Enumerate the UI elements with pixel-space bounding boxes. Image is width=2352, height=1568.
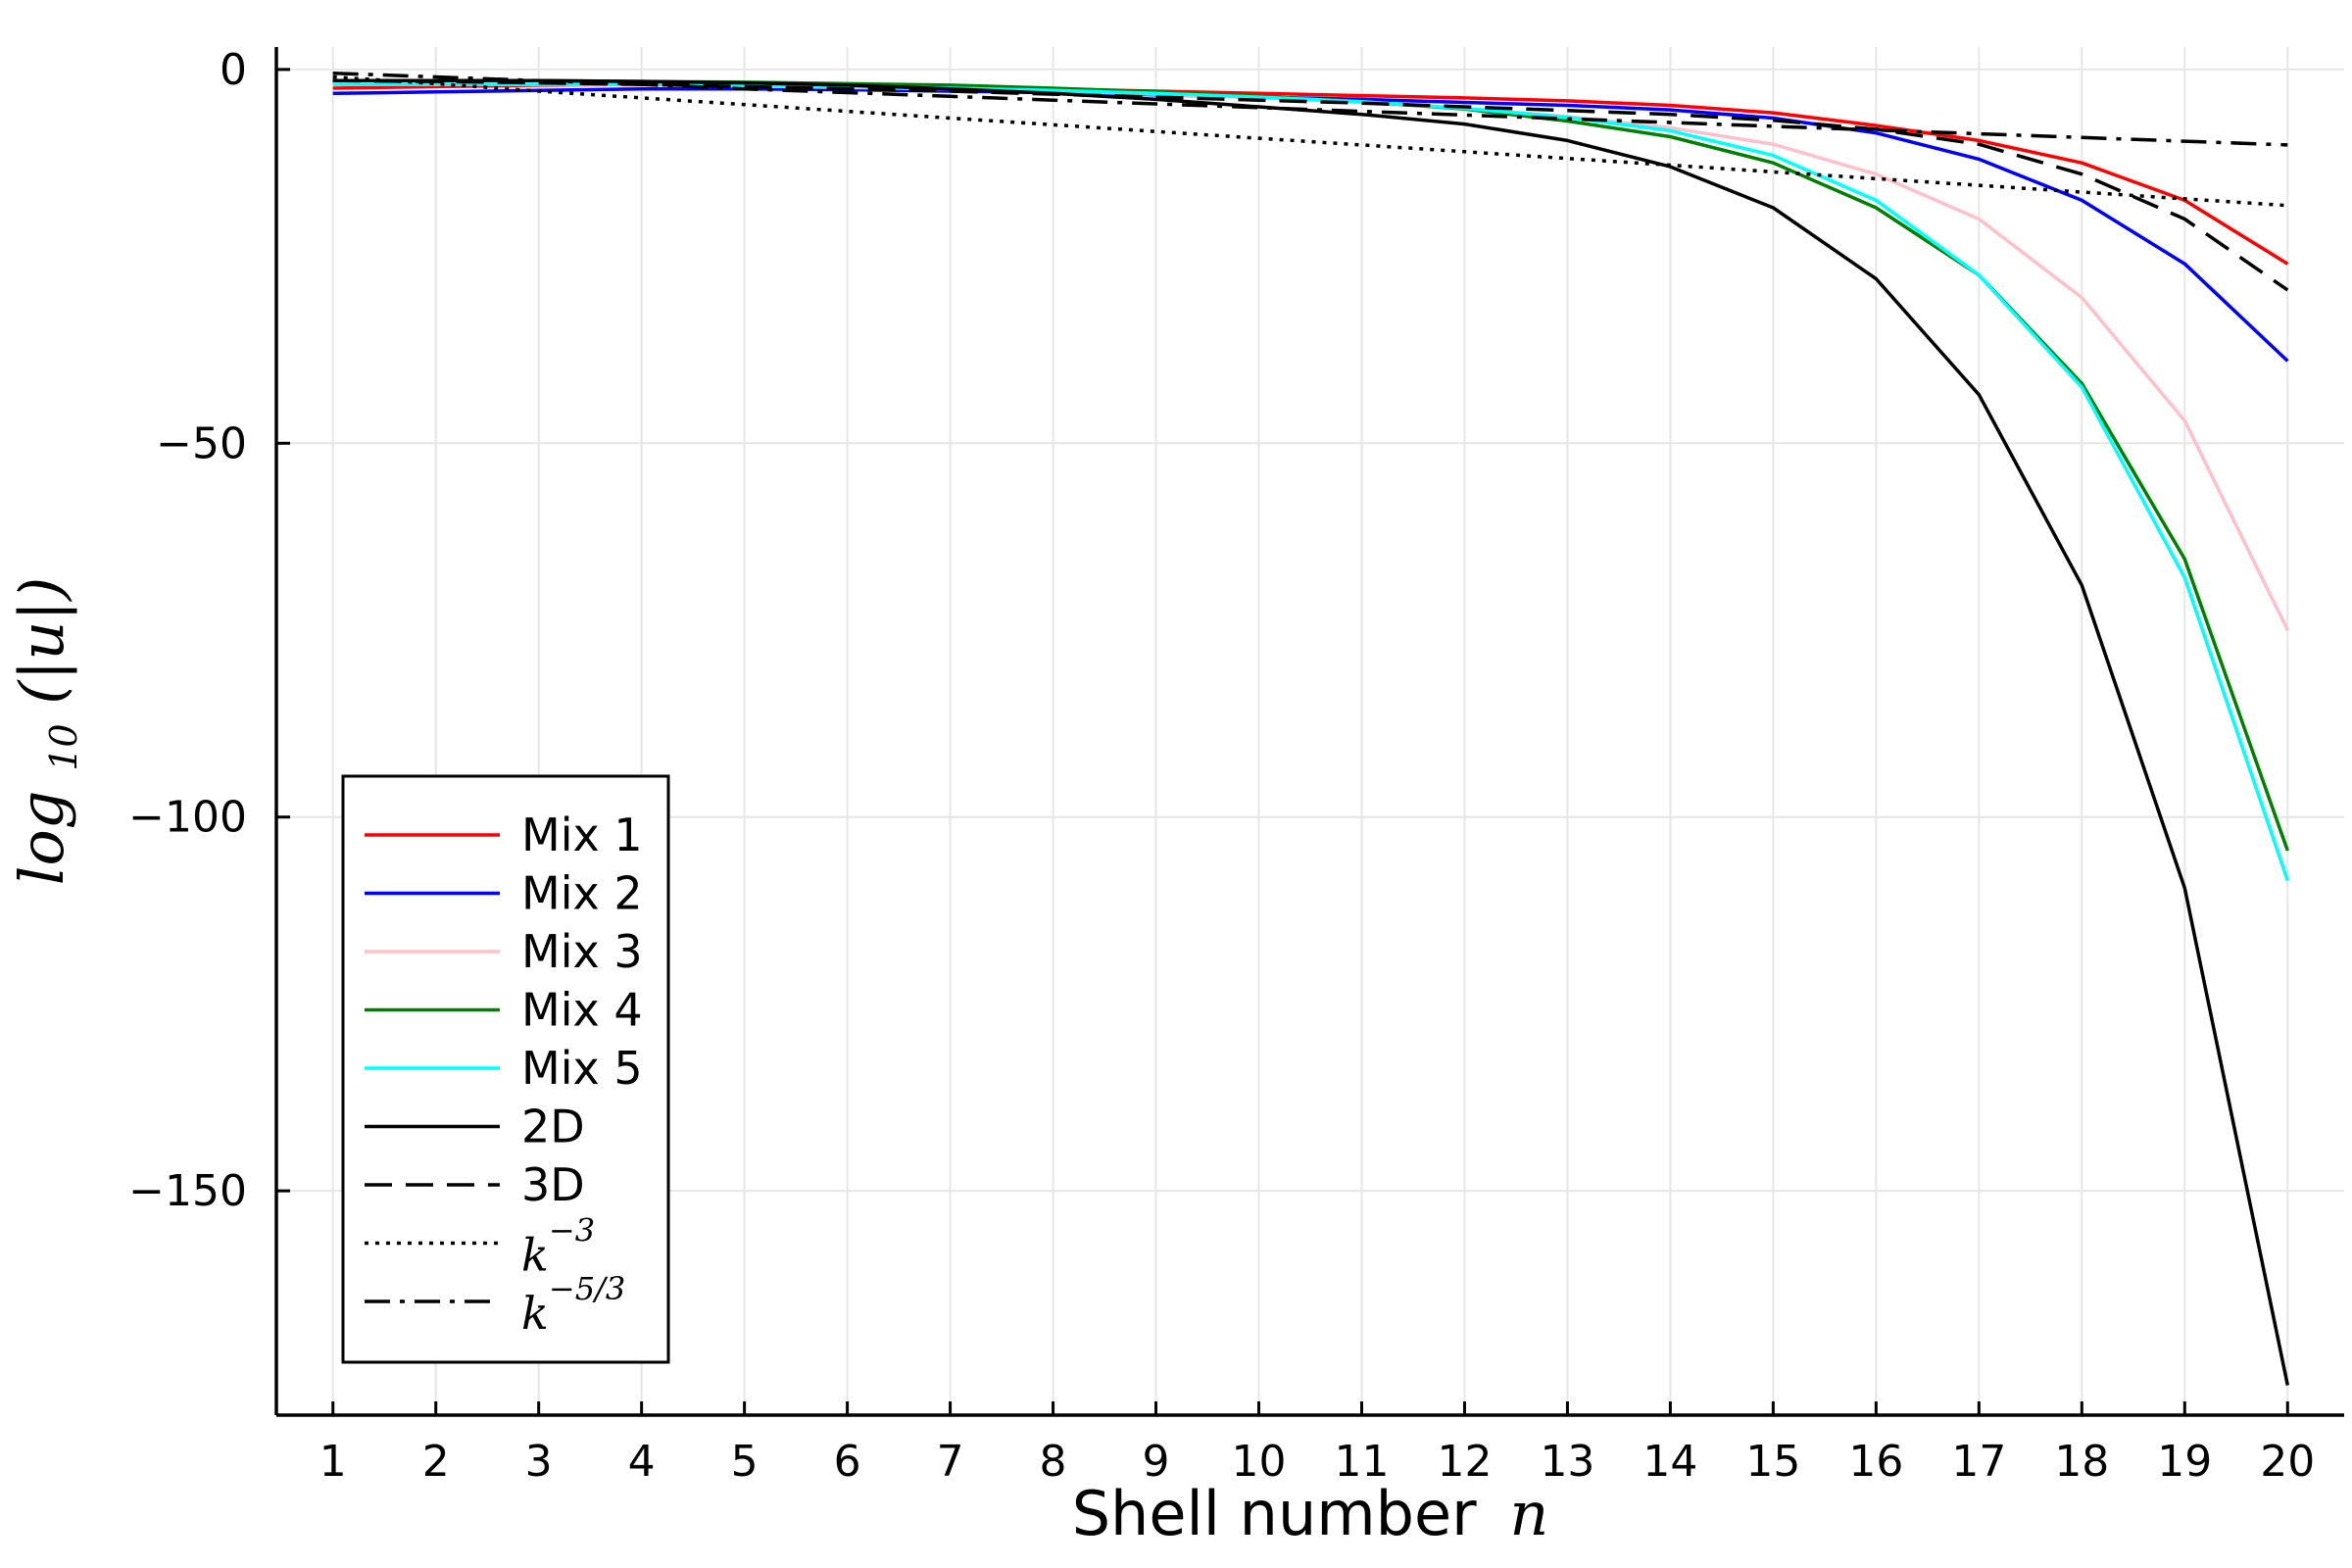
x-tick-label: 16 — [1848, 1437, 1903, 1487]
legend-item: Mix 2 — [365, 867, 643, 920]
x-tick-label: 8 — [1040, 1437, 1067, 1487]
legend-label: 3D — [521, 1158, 585, 1211]
x-tick-label: 9 — [1143, 1437, 1170, 1487]
gridlines — [276, 47, 2344, 1415]
x-tick-label: 19 — [2157, 1437, 2212, 1487]
x-tick-label: 3 — [525, 1437, 553, 1487]
x-tick-label: 7 — [937, 1437, 964, 1487]
legend-item: 3D — [365, 1158, 585, 1211]
legend-item: 2D — [365, 1101, 585, 1153]
legend-label: Mix 2 — [521, 867, 643, 920]
y-axis-title-argument: (|u|) — [6, 577, 77, 705]
x-axis-title-text: Shell number — [1072, 1478, 1477, 1549]
x-axis-title: Shell number n — [1072, 1478, 1549, 1549]
legend-label: k−3 — [521, 1212, 595, 1282]
x-tick-label: 4 — [628, 1437, 656, 1487]
legend-item: Mix 4 — [365, 984, 643, 1037]
legend-item: Mix 3 — [365, 925, 643, 978]
legend-label: Mix 3 — [521, 925, 643, 978]
series-line-8 — [332, 74, 2288, 208]
x-tick-label: 18 — [2054, 1437, 2109, 1487]
series-line-2 — [332, 86, 2289, 363]
series-lines — [332, 71, 2290, 1386]
legend-item: k−5/3 — [365, 1270, 625, 1340]
series-line-6 — [332, 78, 2290, 1386]
x-tick-label: 1 — [319, 1437, 347, 1487]
x-tick-label: 6 — [834, 1437, 861, 1487]
legend-label: k−5/3 — [521, 1270, 625, 1340]
y-tick-label: 0 — [220, 45, 247, 95]
y-tick-label: −50 — [156, 418, 247, 468]
legend-label: Mix 4 — [521, 984, 643, 1037]
x-tick-label: 5 — [731, 1437, 759, 1487]
y-axis-title: log 10 (|u|) — [6, 577, 91, 886]
legend-label: Mix 1 — [521, 808, 643, 861]
axes — [274, 47, 2344, 1417]
series-line-5 — [332, 82, 2289, 882]
y-axis-title-fn: log — [6, 791, 77, 886]
x-tick-label: 2 — [422, 1437, 450, 1487]
x-tick-label: 17 — [1951, 1437, 2006, 1487]
series-line-4 — [332, 78, 2289, 852]
legend-label: Mix 5 — [521, 1042, 643, 1095]
series-line-7 — [332, 78, 2289, 292]
x-tick-label: 14 — [1642, 1437, 1697, 1487]
x-tick-label: 13 — [1540, 1437, 1594, 1487]
x-tick-label: 12 — [1437, 1437, 1492, 1487]
legend-label: 2D — [521, 1101, 585, 1153]
x-tick-label: 11 — [1334, 1437, 1389, 1487]
y-tick-label: −100 — [128, 793, 247, 843]
x-tick-label: 20 — [2260, 1437, 2315, 1487]
y-axis-ticks: 0 −50 −100 −150 — [128, 45, 290, 1216]
x-axis-title-variable: n — [1509, 1478, 1548, 1549]
x-tick-label: 15 — [1745, 1437, 1800, 1487]
y-tick-label: −150 — [128, 1166, 247, 1216]
legend-item: Mix 1 — [365, 808, 643, 861]
y-axis-title-subscript: 10 — [42, 723, 85, 770]
x-tick-label: 10 — [1232, 1437, 1287, 1487]
x-axis-ticks: 1 2 3 4 5 6 7 8 9 10 11 12 13 14 15 16 17 18 19 20 — [319, 1401, 2315, 1487]
legend-item: k−3 — [365, 1212, 595, 1282]
legend-item: Mix 5 — [365, 1042, 643, 1095]
